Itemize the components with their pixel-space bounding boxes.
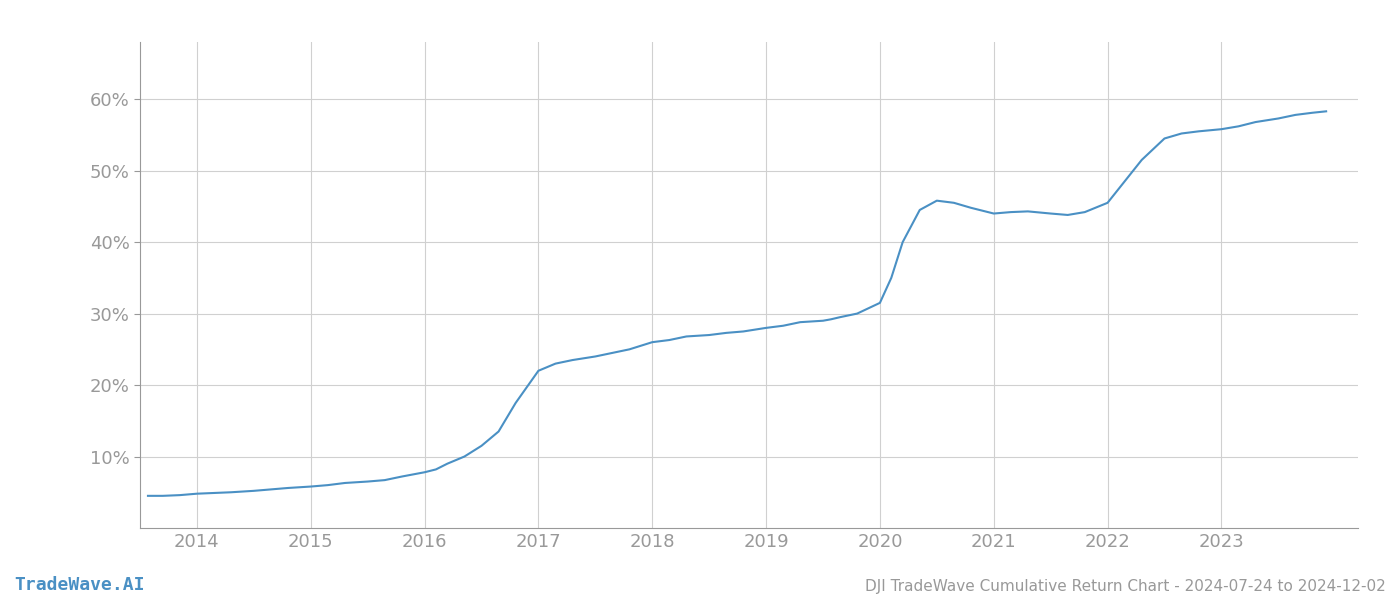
Text: DJI TradeWave Cumulative Return Chart - 2024-07-24 to 2024-12-02: DJI TradeWave Cumulative Return Chart - …	[865, 579, 1386, 594]
Text: TradeWave.AI: TradeWave.AI	[14, 576, 144, 594]
